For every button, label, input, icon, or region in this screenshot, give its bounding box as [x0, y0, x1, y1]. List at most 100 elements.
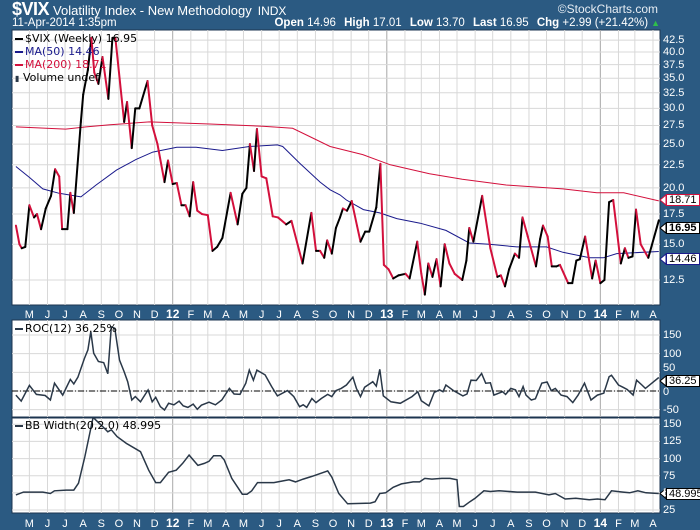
high-label: High	[344, 17, 370, 29]
bbw-line	[15, 418, 659, 508]
x-tick-label: S	[525, 518, 532, 530]
y-tick-label: 75	[663, 469, 676, 482]
x-tick-label: N	[347, 309, 355, 321]
vix-segment	[379, 162, 385, 266]
vix-value-tag: 16.95	[666, 222, 700, 234]
vix-segment	[408, 240, 419, 280]
x-tick-label: D	[578, 518, 586, 530]
vix-segment	[72, 120, 82, 214]
vix-segment	[603, 201, 611, 281]
vix-segment	[50, 168, 57, 197]
vix-segment	[468, 226, 475, 243]
y-tick-label: 32.5	[663, 86, 685, 99]
quote-summary: Open 14.96 High 17.01 Low 13.70 Last 16.…	[269, 17, 660, 29]
x-tick-label: J	[259, 309, 265, 321]
ma50-legend-marker	[15, 51, 23, 53]
vix-segment	[138, 80, 149, 110]
vix-segment	[578, 235, 587, 261]
low-label: Low	[409, 17, 433, 29]
vix-segment	[465, 226, 471, 262]
last-value: 16.95	[499, 17, 529, 29]
roc-line	[15, 325, 660, 412]
vix-segment	[619, 247, 626, 265]
y-tick-label: 100	[663, 347, 682, 360]
x-tick-label: F	[615, 309, 622, 321]
vix-segment	[255, 128, 263, 178]
x-tick-label: S	[312, 309, 319, 321]
y-tick-label: 150	[663, 418, 682, 431]
x-tick-label: J	[276, 518, 282, 530]
vix-segment	[310, 211, 318, 252]
x-tick-label: N	[561, 309, 569, 321]
high-value: 17.01	[372, 17, 402, 29]
x-tick-label: O	[542, 518, 551, 530]
volume-bars-icon: ▮	[15, 74, 20, 83]
x-tick-label: J	[490, 309, 496, 321]
vix-legend-marker	[15, 38, 23, 40]
vix-segment	[472, 194, 484, 243]
legend-ma200: MA(200) 18.71	[25, 58, 107, 71]
ticker-symbol: $VIX	[12, 0, 50, 19]
vix-segment	[423, 262, 430, 296]
x-tick-label: S	[312, 518, 319, 530]
vix-segment	[323, 239, 329, 259]
roc-legend: ROC(12) 36.25%	[15, 322, 117, 335]
panel-1-background	[11, 319, 661, 418]
vix-segment	[245, 143, 251, 189]
x-tick-label: D	[151, 518, 159, 530]
vix-segment	[448, 262, 456, 275]
vix-segment	[28, 204, 36, 219]
x-tick-label: N	[133, 309, 141, 321]
vix-segment	[114, 36, 126, 123]
roc-plot	[15, 325, 660, 412]
panel-2-background	[11, 417, 661, 514]
y-tick-label: 42.5	[663, 34, 685, 47]
vix-segment	[503, 268, 511, 288]
vix-segment	[192, 181, 199, 212]
vix-segment	[101, 55, 110, 100]
x-tick-label: M	[203, 518, 212, 530]
y-tick-label: 125	[663, 435, 682, 448]
vix-segment	[443, 243, 451, 265]
vix-segment	[236, 192, 244, 226]
x-tick-label: 13	[380, 516, 394, 530]
vix-segment	[571, 259, 578, 285]
brand-watermark: ©StockCharts.com	[557, 2, 658, 16]
y-tick-label: 37.5	[663, 58, 685, 71]
x-tick-label: M	[452, 309, 461, 321]
vix-segment	[40, 207, 47, 231]
vix-segment	[44, 194, 53, 210]
open-value: 14.96	[307, 17, 336, 29]
x-tick-label: M	[452, 518, 461, 530]
vix-segment	[107, 36, 114, 100]
vix-segment	[330, 226, 337, 255]
x-tick-label: M	[417, 309, 426, 321]
x-tick-label: A	[507, 518, 515, 530]
x-tick-label: J	[472, 518, 478, 530]
x-tick-label: J	[276, 309, 282, 321]
x-tick-label: A	[507, 309, 515, 321]
exchange: INDX	[257, 4, 287, 18]
vix-segment	[489, 247, 499, 278]
x-tick-label: D	[365, 518, 373, 530]
vix-segment	[392, 274, 400, 280]
bbw-plot	[15, 418, 659, 508]
vix-segment	[387, 268, 395, 280]
vix-segment	[334, 216, 342, 229]
vix-segment	[156, 143, 166, 184]
vix-segment	[265, 177, 274, 218]
x-tick-label: S	[98, 309, 105, 321]
vix-segment	[584, 235, 594, 280]
x-tick-label: A	[294, 518, 302, 530]
y-tick-label: 17.5	[663, 208, 685, 221]
x-tick-label: F	[615, 518, 622, 530]
x-tick-label: M	[630, 309, 639, 321]
low-value: 13.70	[436, 17, 465, 29]
x-tick-label: F	[187, 518, 194, 530]
x-tick-label: 13	[380, 307, 394, 321]
vix-segment	[58, 175, 64, 231]
x-tick-label: J	[45, 518, 51, 530]
chart-header: $VIX Volatility Index - New Methodology IN…	[12, 0, 287, 19]
vix-segment	[82, 68, 89, 96]
x-tick-label: J	[259, 518, 265, 530]
